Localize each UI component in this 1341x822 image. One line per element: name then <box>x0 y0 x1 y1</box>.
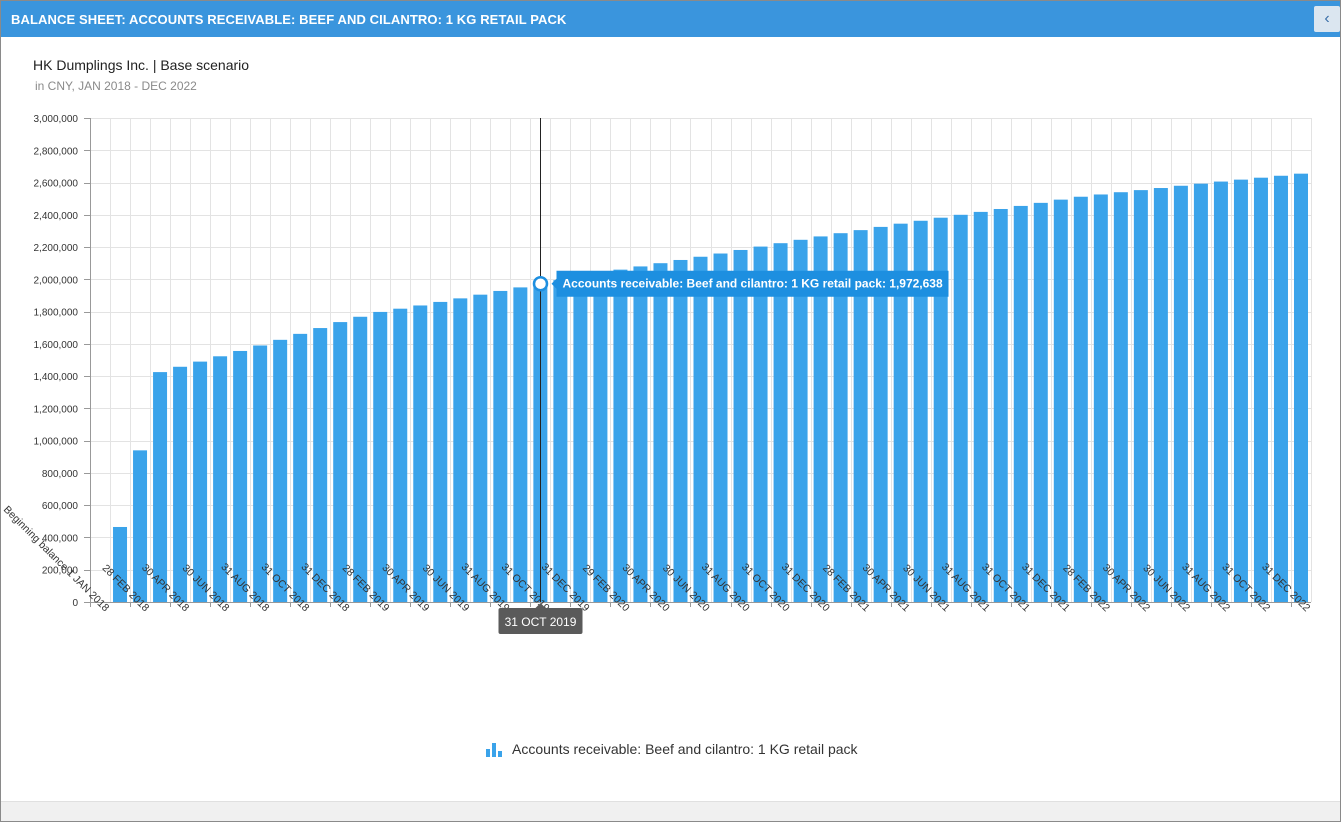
chart-bar[interactable] <box>973 211 988 602</box>
chart-bar[interactable] <box>1053 199 1068 602</box>
y-tick-label: 0 <box>72 598 78 609</box>
chart-bar[interactable] <box>393 308 408 602</box>
crosshair-date-text: 31 OCT 2019 <box>505 615 577 629</box>
chart-bar[interactable] <box>673 259 688 602</box>
chart-bar[interactable] <box>113 526 128 602</box>
y-tick-label: 2,600,000 <box>34 179 79 190</box>
chart-bar[interactable] <box>1273 175 1288 602</box>
footer-strip <box>1 801 1340 821</box>
y-tick-label: 3,000,000 <box>34 114 79 125</box>
chart-bar[interactable] <box>413 305 428 602</box>
tooltip-pointer <box>551 278 557 289</box>
chevron-left-icon[interactable]: ‹ <box>1314 6 1340 32</box>
y-tick-label: 2,800,000 <box>34 146 79 157</box>
chart-bar[interactable] <box>193 361 208 602</box>
y-tick-label: 800,000 <box>42 469 79 480</box>
chart-bar[interactable] <box>573 276 588 602</box>
chart-bar[interactable] <box>433 301 448 602</box>
y-tick-label: 1,600,000 <box>34 340 79 351</box>
chart-bar[interactable] <box>373 311 388 602</box>
chart-bar[interactable] <box>773 243 788 602</box>
chart-bar[interactable] <box>133 450 148 602</box>
chart-bar[interactable] <box>153 372 168 602</box>
bar-chart: 0 200,000 400,000 600,000 800,000 1,000,000 1,… <box>1 114 1312 634</box>
chart-bar[interactable] <box>273 339 288 602</box>
chart-bar[interactable] <box>1173 185 1188 602</box>
chart-bar[interactable] <box>933 217 948 602</box>
chart-bar[interactable] <box>793 239 808 602</box>
bar-series <box>113 173 1308 603</box>
chart-bar[interactable] <box>953 214 968 603</box>
chart-bar[interactable] <box>1073 196 1088 603</box>
y-tick-label: 600,000 <box>42 501 79 512</box>
chart-bar[interactable] <box>733 249 748 602</box>
hover-point-marker <box>532 275 549 292</box>
y-tick-label: 1,200,000 <box>34 404 79 415</box>
bar-chart-icon <box>486 743 502 757</box>
chart-bar[interactable] <box>813 236 828 602</box>
chart-bar[interactable] <box>1253 177 1268 602</box>
chart-bar[interactable] <box>893 223 908 602</box>
chart-bar[interactable] <box>873 226 888 602</box>
chart-bar[interactable] <box>693 256 708 602</box>
y-tick-label: 2,000,000 <box>34 275 79 286</box>
chart-bar[interactable] <box>753 246 768 602</box>
chart-bar[interactable] <box>513 287 528 602</box>
title-bar: BALANCE SHEET: ACCOUNTS RECEIVABLE: BEEF… <box>1 1 1340 37</box>
chart-bar[interactable] <box>1153 188 1168 602</box>
y-tick-label: 1,000,000 <box>34 437 79 448</box>
chart-bar[interactable] <box>473 294 488 602</box>
y-tick-label: 1,800,000 <box>34 308 79 319</box>
chart-tooltip: Accounts receivable: Beef and cilantro: … <box>551 270 949 297</box>
window-title: BALANCE SHEET: ACCOUNTS RECEIVABLE: BEEF… <box>11 12 567 27</box>
chart-bar[interactable] <box>613 269 628 602</box>
chart-bar[interactable] <box>1293 173 1308 602</box>
chart-bar[interactable] <box>293 333 308 602</box>
chart-bar[interactable] <box>1133 190 1148 602</box>
company-scenario-label: HK Dumplings Inc. | Base scenario <box>33 57 250 73</box>
chart-bar[interactable] <box>1193 183 1208 602</box>
chart-bar[interactable] <box>713 253 728 602</box>
currency-period-label: in CNY, JAN 2018 - DEC 2022 <box>35 79 197 93</box>
chart-bar[interactable] <box>653 263 668 602</box>
chart-bar[interactable] <box>633 266 648 602</box>
crosshair-date-pointer <box>535 603 546 608</box>
chart-bar[interactable] <box>553 280 568 602</box>
chart-bar[interactable] <box>1013 205 1028 602</box>
chart-bar[interactable] <box>313 328 328 602</box>
x-tick-label: Beginning balance 1 JAN 2018 <box>1 504 111 615</box>
chart-bar[interactable] <box>173 366 188 602</box>
y-tick-label: 200,000 <box>42 566 79 577</box>
y-tick-label: 2,400,000 <box>34 211 79 222</box>
chart-bar[interactable] <box>1113 192 1128 603</box>
chart-bar[interactable] <box>1233 179 1248 602</box>
chart-bar[interactable] <box>213 356 228 602</box>
tooltip-text: Accounts receivable: Beef and cilantro: … <box>563 277 943 291</box>
tooltip-background <box>556 270 949 297</box>
chart-bar[interactable] <box>453 298 468 602</box>
chart-legend[interactable]: Accounts receivable: Beef and cilantro: … <box>485 741 858 757</box>
legend-label: Accounts receivable: Beef and cilantro: … <box>512 741 858 757</box>
chart-bar[interactable] <box>353 316 368 602</box>
chart-bar[interactable] <box>1213 181 1228 602</box>
chart-bar[interactable] <box>913 220 928 602</box>
y-tick-label: 400,000 <box>42 533 79 544</box>
crosshair-date-label: 31 OCT 2019 <box>498 603 583 634</box>
chart-bar[interactable] <box>233 350 248 602</box>
chart-bar[interactable] <box>593 272 608 602</box>
chart-bar[interactable] <box>493 290 508 602</box>
crosshair-date-bg <box>498 608 583 634</box>
chart-bar[interactable] <box>833 233 848 602</box>
y-tick-label: 1,400,000 <box>34 372 79 383</box>
chart-bar[interactable] <box>993 208 1008 602</box>
chart-bar[interactable] <box>333 322 348 602</box>
chart-bar[interactable] <box>853 230 868 603</box>
chart-bar[interactable] <box>1093 194 1108 603</box>
chart-bar[interactable] <box>1033 202 1048 602</box>
y-tick-label: 2,200,000 <box>34 243 79 254</box>
chart-bar[interactable] <box>253 345 268 602</box>
